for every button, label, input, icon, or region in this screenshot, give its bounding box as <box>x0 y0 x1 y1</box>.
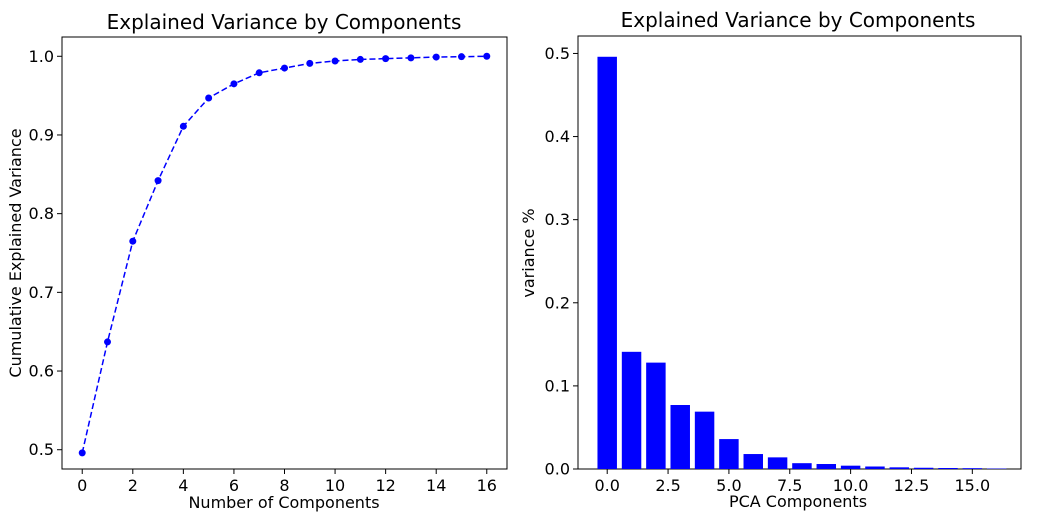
y-axis-label: Cumulative Explained Variance <box>6 128 25 377</box>
bar <box>792 463 812 469</box>
bar <box>621 351 642 469</box>
y-tick-label: 0.3 <box>545 210 570 229</box>
y-tick-label: 0.1 <box>545 376 570 395</box>
y-tick-label: 0.4 <box>545 127 570 146</box>
y-tick-label: 0.5 <box>545 44 570 63</box>
x-tick-label: 10 <box>325 476 345 495</box>
x-tick-label: 8 <box>279 476 289 495</box>
data-point <box>331 57 339 65</box>
x-tick-label: 12.5 <box>894 476 930 495</box>
data-point <box>230 80 238 88</box>
y-tick-label: 0.6 <box>29 362 54 381</box>
x-tick-label: 10.0 <box>833 476 869 495</box>
x-tick-label: 2 <box>128 476 138 495</box>
x-tick-label: 0 <box>77 476 87 495</box>
bar <box>743 454 763 469</box>
x-tick-label: 5.0 <box>716 476 741 495</box>
bar <box>889 467 910 469</box>
y-tick-label: 0.5 <box>29 440 54 459</box>
bar <box>938 468 958 469</box>
x-tick-label: 12 <box>375 476 395 495</box>
y-tick-label: 0.8 <box>29 204 54 223</box>
y-tick-label: 0.7 <box>29 283 54 302</box>
x-tick-label: 16 <box>477 476 497 495</box>
data-point <box>356 55 364 63</box>
x-axis-label: Number of Components <box>188 493 379 512</box>
chart-title: Explained Variance by Components <box>107 10 462 34</box>
x-tick-label: 2.5 <box>655 476 680 495</box>
chart-title: Explained Variance by Components <box>621 8 976 32</box>
cumulative-variance-chart: Explained Variance by Components 0 2 4 6 8 10… <box>6 10 508 512</box>
x-tick-label: 6 <box>229 476 239 495</box>
bar <box>816 464 837 469</box>
x-axis-label: PCA Components <box>729 492 867 511</box>
bar <box>694 411 715 469</box>
x-axis: 0.0 2.5 5.0 7.5 10.0 12.5 15.0 <box>594 469 990 495</box>
bar <box>719 439 739 469</box>
data-point <box>104 338 112 346</box>
y-axis: 0.5 0.6 0.7 0.8 0.9 1.0 <box>29 47 62 459</box>
bar <box>767 457 788 469</box>
data-points <box>78 52 491 457</box>
y-tick-label: 0.0 <box>545 460 570 479</box>
bar <box>962 468 983 469</box>
data-point <box>154 177 162 185</box>
x-tick-label: 0.0 <box>594 476 619 495</box>
variance-per-component-chart: Explained Variance by Components 0.0 2.5 5… <box>519 8 1022 511</box>
x-tick-label: 4 <box>178 476 188 495</box>
x-tick-label: 15.0 <box>955 476 991 495</box>
y-axis-label: variance % <box>519 208 538 297</box>
bar <box>840 465 861 469</box>
data-point <box>432 53 440 61</box>
y-axis: 0.0 0.1 0.2 0.3 0.4 0.5 <box>545 44 578 479</box>
data-point <box>483 52 491 60</box>
bar <box>646 362 666 469</box>
data-point <box>281 64 288 72</box>
x-tick-label: 14 <box>426 476 446 495</box>
x-axis: 0 2 4 6 8 10 12 14 16 <box>77 469 497 495</box>
bars <box>597 56 1007 470</box>
data-point <box>179 122 187 130</box>
data-point <box>382 55 390 63</box>
y-tick-label: 1.0 <box>29 47 54 66</box>
y-tick-label: 0.2 <box>545 293 570 312</box>
plot-frame <box>577 35 1022 470</box>
cumulative-variance-line <box>81 55 487 454</box>
bar <box>865 466 885 469</box>
data-point <box>407 54 415 62</box>
data-point <box>457 53 465 61</box>
bar <box>597 56 617 470</box>
data-point <box>78 449 86 457</box>
data-point <box>255 69 263 77</box>
bar <box>670 405 690 469</box>
bar <box>913 467 934 469</box>
data-point <box>306 59 314 67</box>
plot-frame <box>61 36 508 470</box>
x-tick-label: 7.5 <box>777 476 802 495</box>
data-point <box>205 94 213 102</box>
y-tick-label: 0.9 <box>29 125 54 144</box>
data-point <box>129 237 137 245</box>
